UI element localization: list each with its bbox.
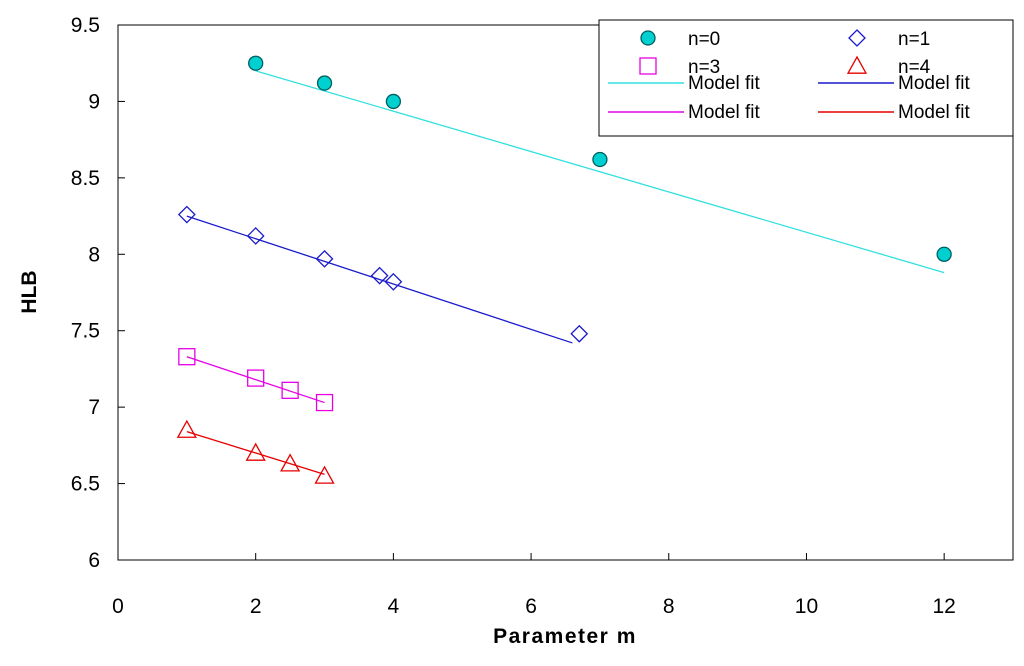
x-tick-label: 0 [112, 595, 124, 618]
point-n=4 [176, 419, 197, 438]
point-n=4 [245, 442, 266, 461]
x-tick-label: 8 [663, 595, 675, 618]
y-tick-label: 8 [88, 243, 100, 266]
y-tick-label: 7 [88, 396, 100, 419]
x-tick-label: 2 [250, 595, 262, 618]
point-n=1 [177, 205, 196, 224]
point-n=3 [281, 381, 299, 399]
y-tick-label: 9 [88, 90, 100, 113]
x-tick-label: 6 [525, 595, 537, 618]
point-n=4 [314, 465, 335, 484]
legend-label-n=0: n=0 [688, 29, 720, 50]
y-axis-title: HLB [18, 270, 41, 313]
point-n=0 [316, 75, 333, 91]
y-axis-ticks: 6 6.5 7 7.5 8 8.5 9 9.5 [71, 14, 125, 572]
y-tick-label: 6 [88, 549, 100, 572]
fit-lines [186, 70, 945, 476]
point-n=4 [280, 453, 301, 472]
legend-label-n=1: n=1 [898, 29, 930, 50]
x-tick-label: 10 [795, 595, 818, 618]
point-n=1 [370, 266, 389, 285]
fit-line-n=1 [186, 215, 573, 344]
point-n=1 [315, 249, 334, 268]
fit-line-n=0 [255, 70, 945, 274]
point-n=3 [315, 393, 334, 412]
legend-marker-n=1 [848, 29, 866, 47]
y-tick-label: 9.5 [71, 14, 100, 37]
fit-line-n=4 [186, 430, 325, 476]
legend-marker-n=0 [640, 30, 656, 46]
legend-fit-label-n=0: Model fit [688, 73, 761, 94]
legend-marker-n=3 [639, 57, 657, 75]
point-n=1 [384, 272, 403, 291]
legend-label-n=3: n=3 [688, 57, 720, 78]
data-markers [176, 55, 952, 484]
point-n=0 [248, 55, 264, 71]
point-n=3 [247, 369, 265, 387]
y-tick-label: 7.5 [71, 320, 100, 343]
point-n=1 [246, 227, 265, 245]
legend-label-n=4: n=4 [898, 57, 931, 78]
point-n=3 [178, 348, 196, 366]
point-n=0 [385, 93, 402, 110]
fit-line-n=3 [186, 356, 325, 404]
x-tick-label: 12 [932, 595, 955, 618]
point-n=0 [592, 151, 608, 168]
legend-fit-label-n=4: Model fit [898, 102, 971, 123]
point-n=0 [936, 246, 952, 262]
point-n=1 [570, 324, 589, 343]
y-tick-label: 6.5 [71, 473, 100, 496]
y-tick-label: 8.5 [71, 167, 100, 190]
x-axis-title: Parameter m [493, 625, 637, 648]
legend-marker-n=4 [846, 55, 868, 74]
x-axis-ticks: 0 2 4 6 8 10 12 [112, 553, 956, 618]
legend-box [598, 19, 1014, 137]
x-tick-label: 4 [388, 595, 400, 618]
legend-fit-label-n=1: Model fit [898, 73, 971, 94]
legend-fit-label-n=3: Model fit [688, 102, 761, 123]
